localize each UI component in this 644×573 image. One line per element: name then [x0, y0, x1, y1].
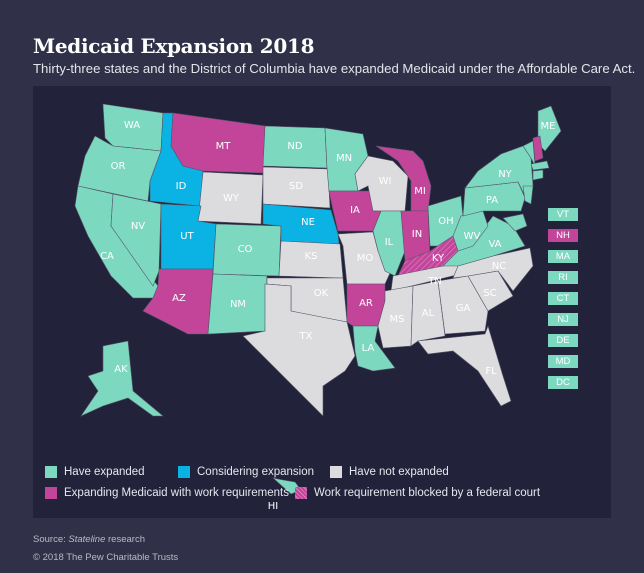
- state-label-oh: OH: [438, 216, 453, 227]
- state-nh[interactable]: [532, 135, 544, 162]
- small-state-dc[interactable]: DC: [548, 376, 578, 389]
- state-label-sd: SD: [289, 181, 303, 192]
- small-state-nj[interactable]: NJ: [548, 313, 578, 326]
- state-label-va: VA: [488, 239, 501, 250]
- state-label-sc: SC: [483, 288, 496, 299]
- state-nj[interactable]: [522, 185, 534, 205]
- state-label-mn: MN: [336, 153, 352, 164]
- state-tx[interactable]: [242, 283, 356, 417]
- small-state-de[interactable]: DE: [548, 334, 578, 347]
- state-al[interactable]: [410, 280, 446, 347]
- legend-item-considering: Considering expansion: [178, 466, 314, 478]
- legend-label: Have not expanded: [349, 466, 449, 478]
- legend-swatch-not-expanded: [330, 466, 342, 478]
- legend-swatch-work-requirements: [45, 487, 57, 499]
- legend-item-expanded: Have expanded: [45, 466, 145, 478]
- state-label-in: IN: [412, 229, 422, 240]
- source-prefix: Source:: [33, 534, 69, 545]
- state-la[interactable]: [352, 325, 396, 372]
- legend-swatch-blocked: [295, 487, 307, 499]
- state-label-la: LA: [362, 343, 375, 354]
- state-label-wa: WA: [124, 120, 140, 131]
- state-label-tn: TN: [427, 276, 442, 287]
- state-label-id: ID: [176, 181, 187, 192]
- state-ma[interactable]: [530, 160, 550, 171]
- state-label-al: AL: [422, 308, 435, 319]
- copyright: © 2018 The Pew Charitable Trusts: [33, 552, 179, 563]
- state-sd[interactable]: [262, 166, 331, 209]
- state-label-wv: WV: [464, 231, 481, 242]
- state-wy[interactable]: [197, 171, 264, 225]
- legend-label: Have expanded: [64, 466, 145, 478]
- page-subtitle: Thirty-three states and the District of …: [33, 61, 636, 76]
- state-label-nv: NV: [131, 221, 145, 232]
- state-label-mi: MI: [414, 186, 426, 197]
- legend-item-work-requirements: Expanding Medicaid with work requirement…: [45, 487, 289, 499]
- state-label-ks: KS: [305, 251, 318, 262]
- source-name: Stateline: [68, 534, 106, 545]
- state-md[interactable]: [502, 213, 528, 232]
- small-state-ma[interactable]: MA: [548, 250, 578, 263]
- state-label-nm: NM: [230, 299, 246, 310]
- state-label-pa: PA: [486, 195, 498, 206]
- small-states-list: VT NH MA RI CT NJ DE MD DC: [548, 208, 578, 397]
- state-az[interactable]: [142, 268, 214, 335]
- state-hi[interactable]: [271, 477, 302, 495]
- state-label-tx: TX: [299, 331, 313, 342]
- state-label-il: IL: [385, 237, 394, 248]
- state-ct[interactable]: [532, 169, 544, 181]
- state-or[interactable]: [77, 135, 162, 202]
- state-nc[interactable]: [452, 247, 534, 292]
- source-suffix: research: [105, 534, 145, 545]
- state-label-ok: OK: [314, 288, 329, 299]
- legend-item-blocked: Work requirement blocked by a federal co…: [295, 487, 540, 499]
- us-map: WA OR CA NV ID MT WY UT AZ CO NM ND SD NE KS OK TX MN IA MO…: [74, 103, 562, 512]
- state-label-nd: ND: [287, 141, 302, 152]
- state-label-nc: NC: [492, 261, 506, 272]
- small-state-nh[interactable]: NH: [548, 229, 578, 242]
- state-label-ak: AK: [114, 364, 128, 375]
- legend-label: Considering expansion: [197, 466, 314, 478]
- source-note: Source: Stateline research: [33, 534, 145, 545]
- page-title: Medicaid Expansion 2018: [33, 34, 315, 58]
- legend-label: Expanding Medicaid with work requirement…: [64, 487, 289, 499]
- legend-item-not-expanded: Have not expanded: [330, 466, 449, 478]
- state-label-ca: CA: [100, 251, 114, 262]
- state-label-wy: WY: [223, 193, 240, 204]
- small-state-vt[interactable]: VT: [548, 208, 578, 221]
- legend-label: Work requirement blocked by a federal co…: [314, 487, 541, 499]
- state-label-ms: MS: [390, 314, 405, 325]
- state-label-ky: KY: [432, 253, 445, 264]
- state-label-wi: WI: [379, 176, 392, 187]
- small-state-md[interactable]: MD: [548, 355, 578, 368]
- state-label-mt: MT: [216, 141, 232, 152]
- state-label-me: ME: [541, 121, 556, 132]
- state-label-az: AZ: [172, 293, 186, 304]
- state-label-ut: UT: [180, 231, 194, 242]
- state-label-or: OR: [111, 161, 126, 172]
- state-label-hi: HI: [268, 501, 278, 512]
- state-label-ga: GA: [456, 303, 471, 314]
- legend-swatch-expanded: [45, 466, 57, 478]
- state-ak[interactable]: [80, 340, 164, 417]
- state-label-mo: MO: [357, 253, 374, 264]
- map-panel: WA OR CA NV ID MT WY UT AZ CO NM ND SD NE KS OK TX MN IA MO…: [33, 86, 611, 518]
- small-state-ri[interactable]: RI: [548, 271, 578, 284]
- state-label-fl: FL: [485, 366, 497, 377]
- state-fl[interactable]: [417, 325, 512, 407]
- state-label-ar: AR: [359, 298, 373, 309]
- state-label-ny: NY: [498, 169, 512, 180]
- legend-swatch-considering: [178, 466, 190, 478]
- state-label-ne: NE: [301, 217, 315, 228]
- state-nv[interactable]: [110, 193, 162, 287]
- state-label-co: CO: [238, 244, 253, 255]
- state-label-ia: IA: [350, 205, 360, 216]
- small-state-ct[interactable]: CT: [548, 292, 578, 305]
